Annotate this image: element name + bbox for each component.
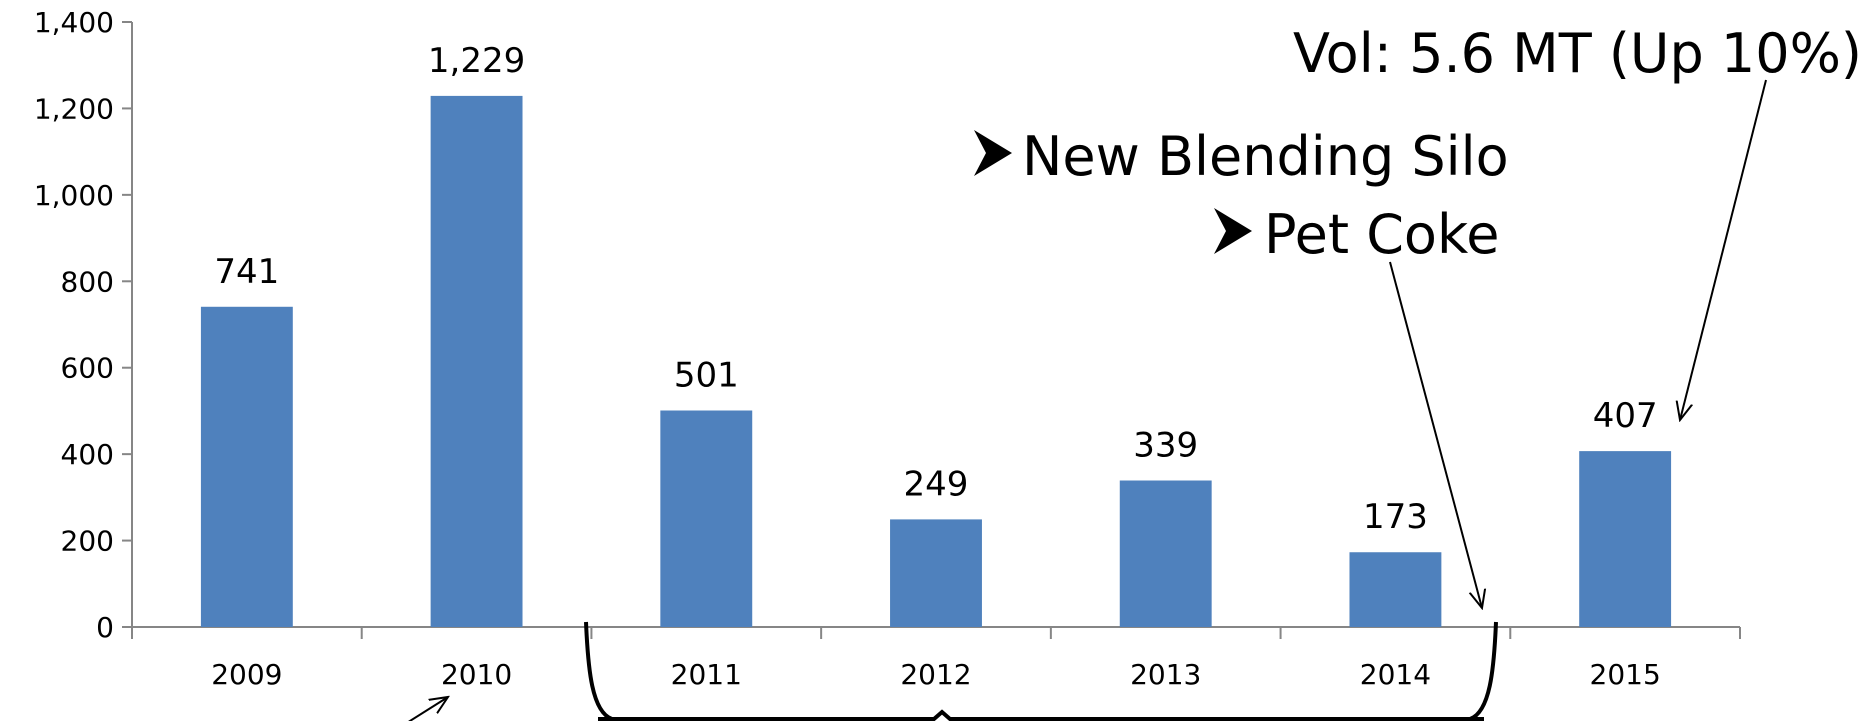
data-label-2014: 173 xyxy=(1363,497,1428,537)
x-axis: 2009 2010 2011 2012 2013 2014 2015 xyxy=(131,626,1741,691)
bar-2009 xyxy=(200,306,293,627)
y-tick-label: 400 xyxy=(61,438,114,471)
x-tick-label: 2010 xyxy=(441,658,512,691)
arrow-volume xyxy=(1680,79,1767,420)
data-labels: 741 1,229 501 249 339 173 407 xyxy=(214,41,1657,537)
x-tick-label: 2011 xyxy=(671,658,742,691)
bullet-arrow-icon xyxy=(1214,208,1252,254)
bar-2015 xyxy=(1579,451,1672,627)
data-label-2015: 407 xyxy=(1593,396,1658,436)
x-tick-label: 2014 xyxy=(1360,658,1431,691)
y-tick-label: 600 xyxy=(61,352,114,385)
x-tick-label: 2013 xyxy=(1130,658,1201,691)
y-tick-label: 1,000 xyxy=(34,179,114,212)
arrow-pet-coke xyxy=(1389,261,1482,608)
bar-2014 xyxy=(1349,552,1442,627)
y-tick-label: 0 xyxy=(96,611,114,644)
annotation-bullet-pet-coke: Pet Coke xyxy=(1264,203,1500,266)
data-label-2010: 1,229 xyxy=(428,41,525,81)
y-axis: 0 200 400 600 800 1,000 1,200 1,400 xyxy=(34,6,133,644)
bar-series xyxy=(200,95,1672,628)
x-tick-label: 2009 xyxy=(211,658,282,691)
annotation-bullet-blending-silo: New Blending Silo xyxy=(1022,125,1509,188)
arrow-2010 xyxy=(401,697,448,726)
x-tick-label: 2015 xyxy=(1590,658,1661,691)
bar-2013 xyxy=(1119,480,1212,627)
y-tick-label: 800 xyxy=(61,265,114,298)
data-label-2012: 249 xyxy=(904,464,969,504)
bracket-2011-2014 xyxy=(584,621,1498,721)
x-tick-label: 2012 xyxy=(900,658,971,691)
annotation-volume: Vol: 5.6 MT (Up 10%) xyxy=(1293,22,1862,85)
data-label-2009: 741 xyxy=(214,252,279,292)
y-tick-label: 200 xyxy=(61,525,114,558)
bar-2012 xyxy=(890,519,982,627)
bullet-arrow-icon xyxy=(974,130,1012,176)
bar-2010 xyxy=(430,95,523,628)
data-label-2013: 339 xyxy=(1133,426,1198,466)
data-label-2011: 501 xyxy=(674,355,739,395)
y-tick-label: 1,400 xyxy=(34,6,114,39)
y-tick-label: 1,200 xyxy=(34,92,114,125)
bar-2011 xyxy=(660,410,753,627)
